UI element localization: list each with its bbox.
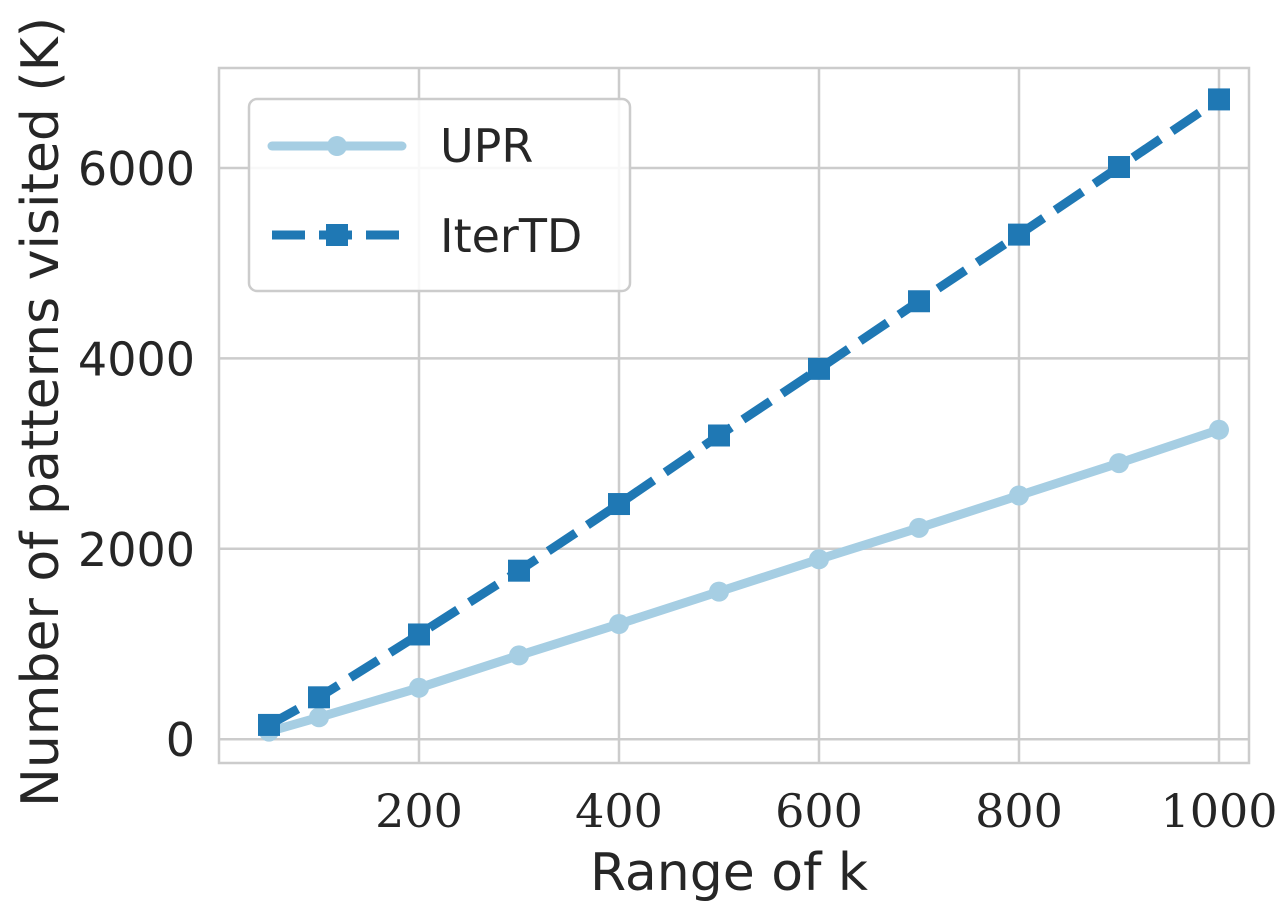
point-upr-300 (509, 645, 529, 666)
legend-marker-upr (327, 136, 347, 156)
point-upr-400 (609, 614, 629, 634)
point-itertd-800 (1008, 223, 1030, 246)
series-layer (258, 88, 1230, 742)
point-upr-200 (409, 677, 429, 698)
x-axis-label: Range of k (590, 843, 868, 903)
y-axis-label: Number of patterns visited (K) (11, 17, 71, 807)
point-itertd-1000 (1208, 88, 1230, 111)
point-upr-500 (709, 581, 729, 602)
point-itertd-100 (308, 686, 330, 709)
legend: UPR IterTD (247, 97, 632, 293)
point-itertd-200 (408, 623, 430, 646)
point-upr-700 (909, 517, 929, 538)
y-tick-label-6000: 6000 (78, 142, 195, 196)
point-upr-800 (1009, 485, 1029, 506)
plot-frame (217, 66, 1251, 765)
x-tick-label-1000: 1000 (1160, 784, 1277, 838)
y-tick-label-0: 0 (166, 713, 195, 767)
point-itertd-600 (808, 357, 830, 380)
legend-label-upr: UPR (440, 119, 533, 173)
y-tick-labels: 0 2000 4000 6000 (78, 142, 195, 767)
series-itertd (258, 88, 1230, 736)
point-itertd-700 (908, 290, 930, 313)
legend-marker-itertd (326, 224, 348, 246)
x-tick-label-800: 800 (975, 784, 1063, 838)
point-itertd-400 (608, 493, 630, 516)
point-itertd-50 (258, 713, 280, 736)
point-itertd-300 (508, 559, 530, 582)
x-tick-labels: 200 400 600 800 1000 (375, 784, 1277, 838)
y-tick-label-4000: 4000 (78, 332, 195, 386)
point-upr-600 (809, 549, 829, 570)
y-tick-label-2000: 2000 (78, 523, 195, 577)
point-upr-1000 (1209, 419, 1229, 440)
legend-label-itertd: IterTD (440, 209, 582, 263)
x-tick-label-600: 600 (775, 784, 863, 838)
point-upr-100 (309, 707, 329, 728)
x-tick-label-200: 200 (375, 784, 463, 838)
point-itertd-900 (1108, 156, 1130, 179)
point-upr-900 (1109, 453, 1129, 474)
point-itertd-500 (708, 424, 730, 447)
x-tick-label-400: 400 (575, 784, 663, 838)
